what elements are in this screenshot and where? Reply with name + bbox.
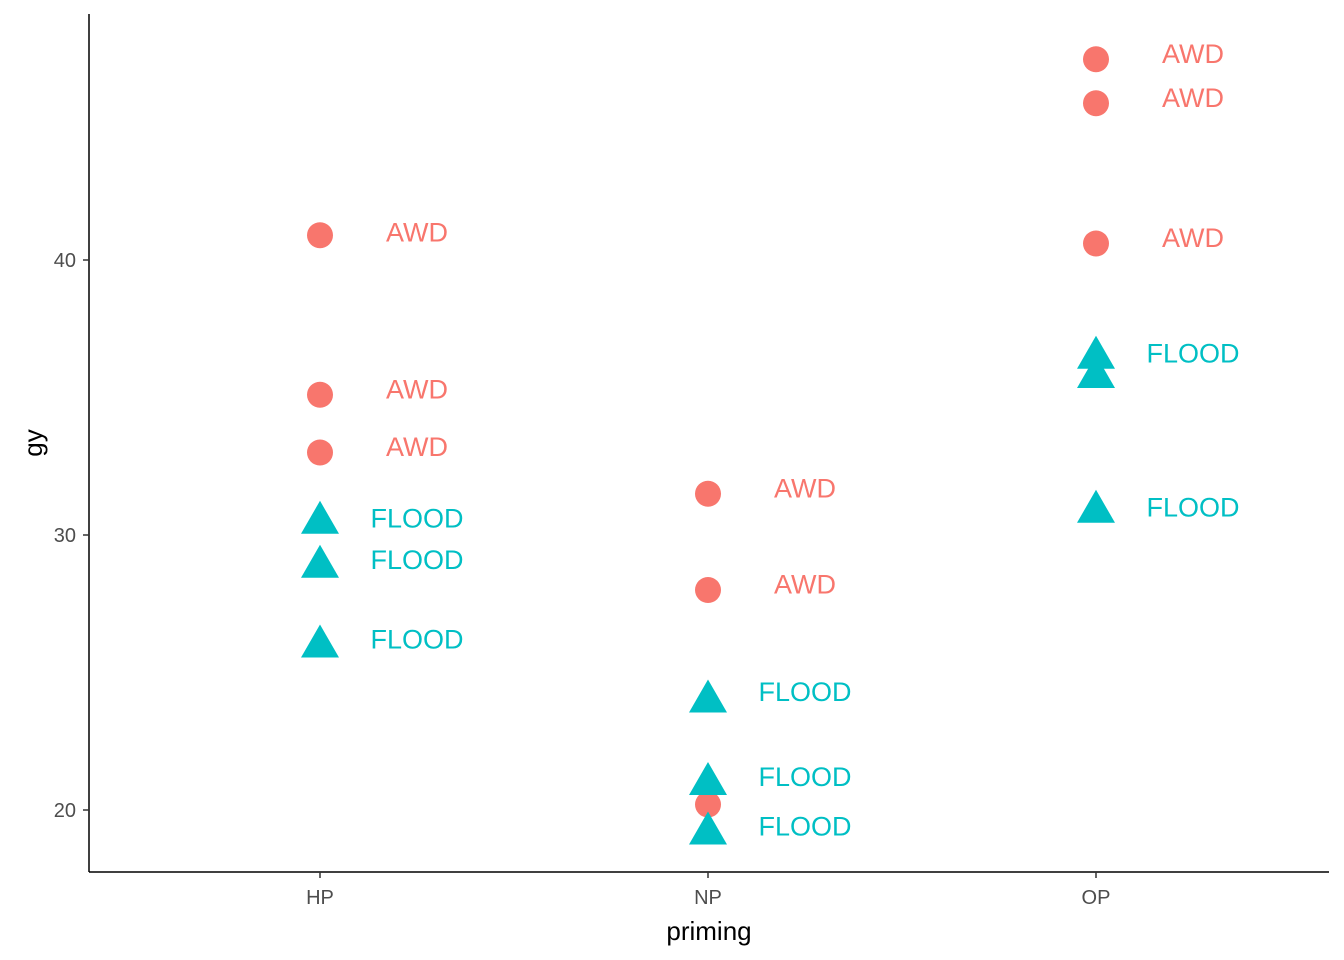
point-text-label: FLOOD xyxy=(758,812,851,842)
point-text-label: FLOOD xyxy=(758,762,851,792)
point-text-label: AWD xyxy=(774,570,836,600)
point-text-label: FLOOD xyxy=(1146,493,1239,523)
data-point-awd xyxy=(307,381,333,408)
y-tick-label: 20 xyxy=(54,800,76,822)
data-point-awd xyxy=(695,577,721,603)
data-point-flood xyxy=(1077,335,1115,369)
data-point-flood xyxy=(1077,489,1115,523)
x-tick-label: HP xyxy=(306,887,334,909)
data-point-awd xyxy=(307,222,333,249)
y-tick-label: 40 xyxy=(54,250,76,272)
point-text-label: AWD xyxy=(774,473,836,503)
data-point-flood xyxy=(689,811,727,845)
y-axis-title: gy xyxy=(18,429,48,456)
point-text-label: FLOOD xyxy=(370,625,463,655)
data-point-flood xyxy=(1077,355,1115,389)
text-labels-layer: AWD AWD AWD FLOOD FLOOD FLOOD AWD AWD FLOOD FLOOD… xyxy=(370,39,1239,842)
data-point-flood xyxy=(301,624,339,658)
point-text-label: AWD xyxy=(386,218,448,248)
point-text-label: AWD xyxy=(1162,39,1224,69)
y-tick-label: 30 xyxy=(54,525,76,547)
data-point-awd xyxy=(307,439,333,466)
data-point-awd xyxy=(695,791,721,818)
data-point-awd xyxy=(1083,230,1109,257)
x-axis-ticks: HP NP OP xyxy=(306,872,1110,909)
data-point-awd xyxy=(1083,90,1109,117)
data-point-awd xyxy=(695,480,721,507)
x-tick-label: OP xyxy=(1082,887,1111,909)
x-axis-title: priming xyxy=(666,916,751,946)
x-tick-label: NP xyxy=(694,887,722,909)
y-axis-ticks: 20 30 40 xyxy=(54,250,89,822)
point-text-label: AWD xyxy=(386,374,448,404)
point-text-label: AWD xyxy=(386,432,448,462)
data-point-flood xyxy=(689,679,727,713)
points-layer xyxy=(301,46,1115,845)
point-text-label: AWD xyxy=(1162,223,1224,253)
point-text-label: FLOOD xyxy=(1146,339,1239,369)
data-point-flood xyxy=(301,544,339,578)
data-point-flood xyxy=(301,500,339,534)
point-text-label: FLOOD xyxy=(370,504,463,534)
point-text-label: AWD xyxy=(1162,83,1224,113)
point-text-label: FLOOD xyxy=(758,677,851,707)
point-text-label: FLOOD xyxy=(370,545,463,575)
data-point-awd xyxy=(1083,46,1109,73)
data-point-flood xyxy=(689,762,727,796)
